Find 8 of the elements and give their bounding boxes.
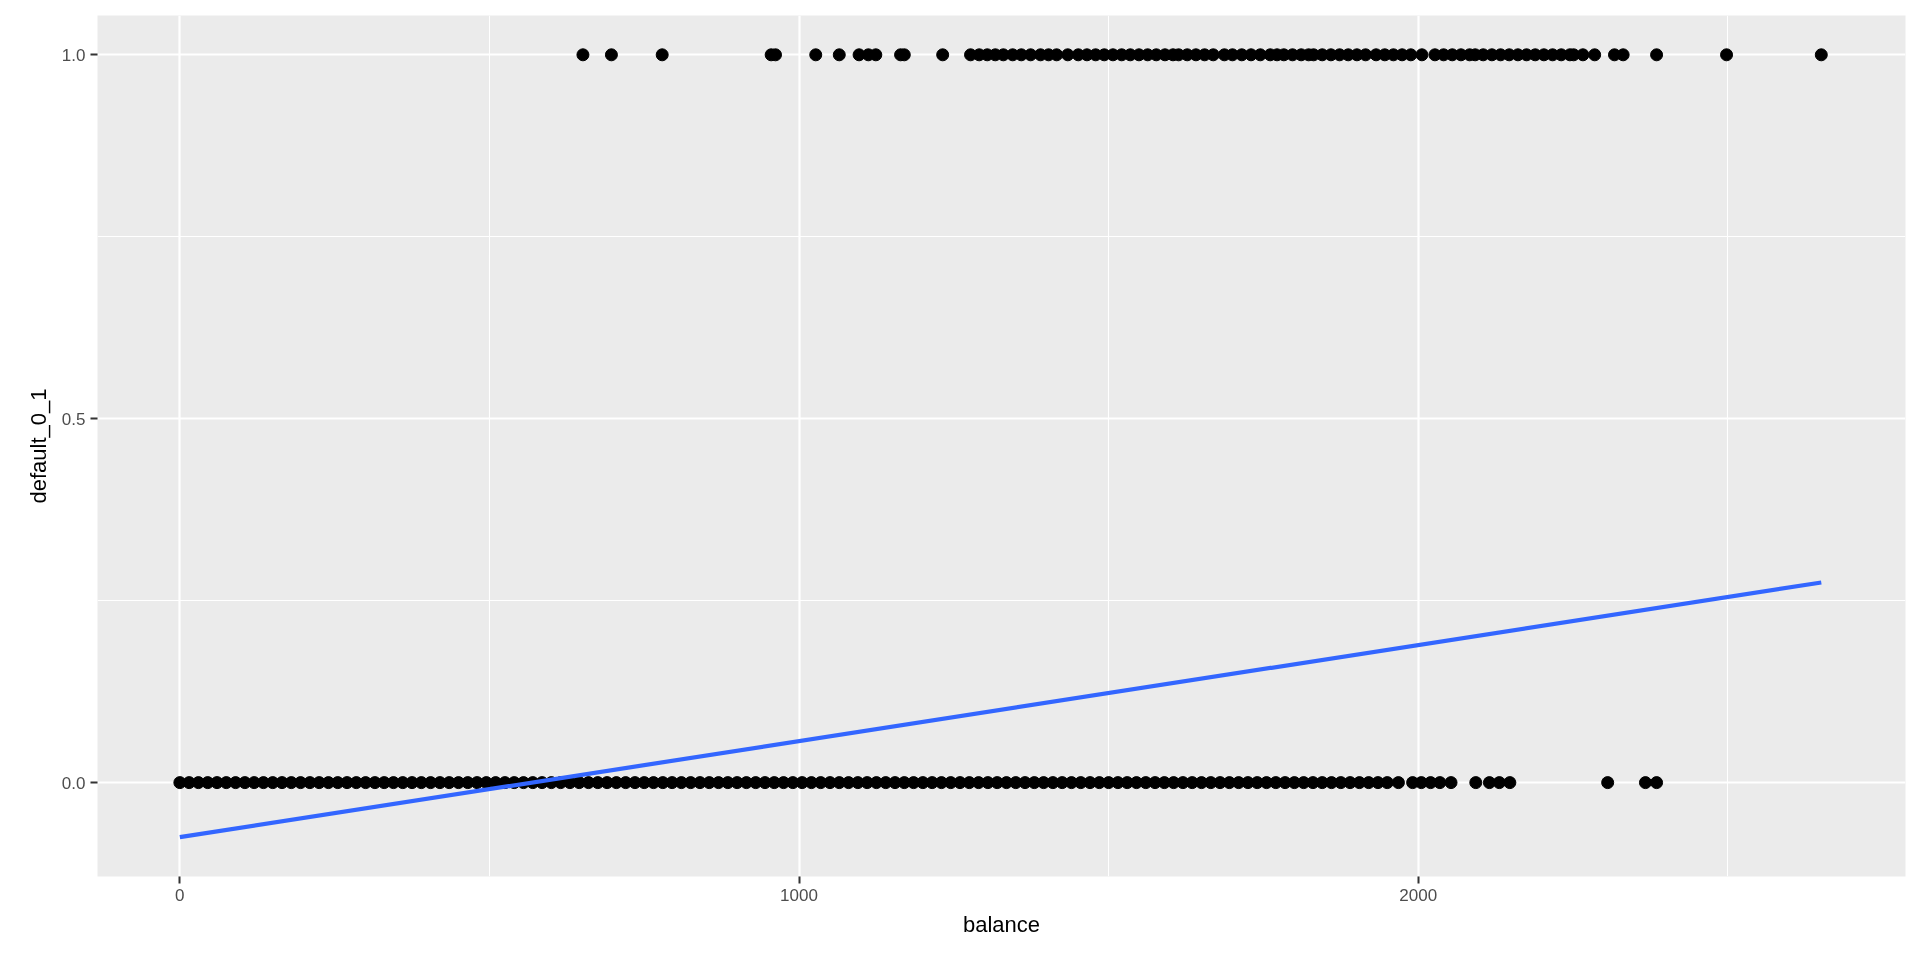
y-tick-label: 0.5 — [61, 409, 86, 429]
x-tick-label: 0 — [175, 885, 185, 905]
y-tick-label: 1.0 — [61, 45, 86, 65]
y-axis-title: default_0_1 — [25, 388, 51, 504]
x-tick-label: 1000 — [780, 885, 818, 905]
y-tick-label: 0.0 — [61, 773, 86, 793]
x-tick-label: 2000 — [1399, 885, 1438, 905]
x-axis-title: balance — [962, 911, 1041, 937]
